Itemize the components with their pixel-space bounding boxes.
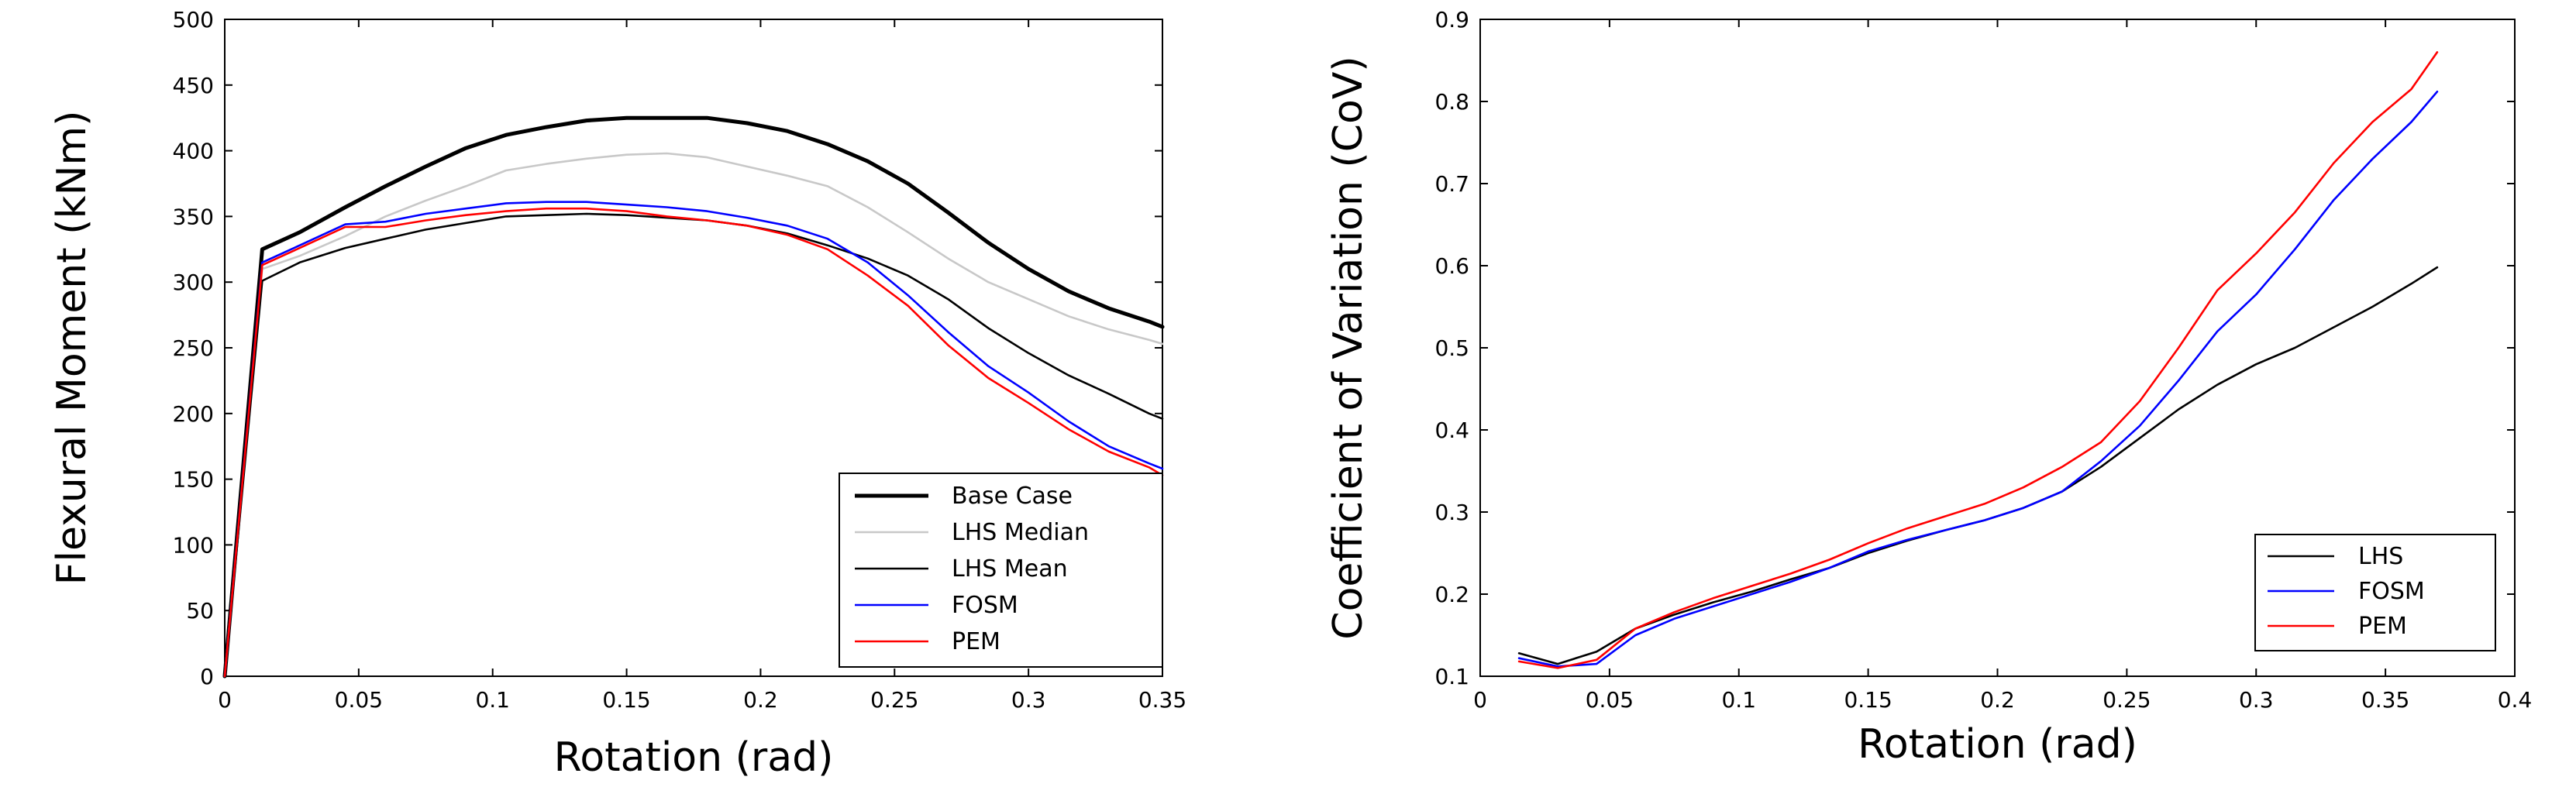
legend-label: LHS Mean [952,555,1068,583]
x-tick-label: 0.15 [1844,687,1892,713]
series-line-pem [223,207,1164,678]
y-tick-label: 0 [200,664,214,689]
y-tick-label: 0.2 [1434,582,1469,607]
y-tick-label: 0.3 [1434,500,1469,525]
legend-label: PEM [952,628,1000,655]
x-axis-title: Rotation (rad) [554,734,834,781]
x-tick-label: 0.15 [602,687,650,713]
legend-box [839,473,1163,668]
x-tick-label: 0.25 [870,687,918,713]
x-axis-title: Rotation (rad) [1858,721,2137,768]
legend-label: FOSM [952,592,1018,619]
legend: LHS FOSM PEM [2254,534,2496,651]
y-tick-label: 0.8 [1434,89,1469,115]
y-tick-label: 450 [173,73,214,98]
y-tick-label: 0.6 [1434,253,1469,279]
y-axis-title: Flexural Moment (kNm) [49,111,95,586]
x-tick-label: 0.1 [1721,687,1756,713]
x-tick-label: 0 [1473,687,1487,713]
y-tick-label: 350 [173,204,214,229]
legend-label: LHS Median [952,519,1089,546]
x-tick-label: 0.4 [2498,687,2533,713]
y-tick-label: 400 [173,139,214,164]
x-tick-label: 0.2 [1980,687,2015,713]
series-line-lhs-median [223,152,1164,678]
y-tick-label: 100 [173,532,214,558]
chart-panel-1: 0 0.05 0.1 0.15 0.2 0.25 0.3 0.35 0 50 100 150 200 25… [49,7,1186,781]
series-line-fosm [1517,91,2439,668]
y-tick-label: 0.5 [1434,335,1469,361]
x-tick-label: 0.05 [1586,687,1634,713]
y-tick-label: 0.1 [1434,664,1469,689]
x-tick-label: 0.05 [335,687,383,713]
x-tick-label: 0.3 [2239,687,2274,713]
legend-label: Base Case [952,483,1073,510]
y-tick-label: 0.7 [1434,171,1469,197]
series-line-base-case [222,115,1165,679]
legend: Base Case LHS Median LHS Mean FOSM PEM [839,473,1163,668]
x-tick-label: 0.25 [2102,687,2151,713]
x-tick-label: 0 [218,687,232,713]
legend-box [2254,534,2496,651]
series-line-fosm [223,201,1164,678]
legend-label: FOSM [2358,578,2425,605]
chart-panel-2: 0 0.05 0.1 0.15 0.2 0.25 0.3 0.35 0.4 0.1 0.2 0.3 0.… [1325,7,2532,768]
legend-label: PEM [2358,613,2407,640]
y-tick-label: 150 [173,467,214,493]
y-tick-label: 0.4 [1434,418,1469,443]
x-tick-label: 0.2 [743,687,778,713]
y-tick-label: 300 [173,270,214,295]
x-tick-label: 0.35 [1138,687,1186,713]
x-tick-label: 0.3 [1011,687,1046,713]
x-tick-label: 0.35 [2361,687,2409,713]
y-tick-label: 50 [186,598,214,624]
series-line-pem [1517,51,2439,669]
y-tick-label: 200 [173,401,214,427]
legend-label: LHS [2358,543,2403,570]
y-axis-title: Coefficient of Variation (CoV) [1325,56,1372,639]
y-tick-label: 250 [173,335,214,361]
x-tick-label: 0.1 [475,687,510,713]
y-tick-label: 0.9 [1434,7,1469,33]
y-tick-label: 500 [173,7,214,33]
